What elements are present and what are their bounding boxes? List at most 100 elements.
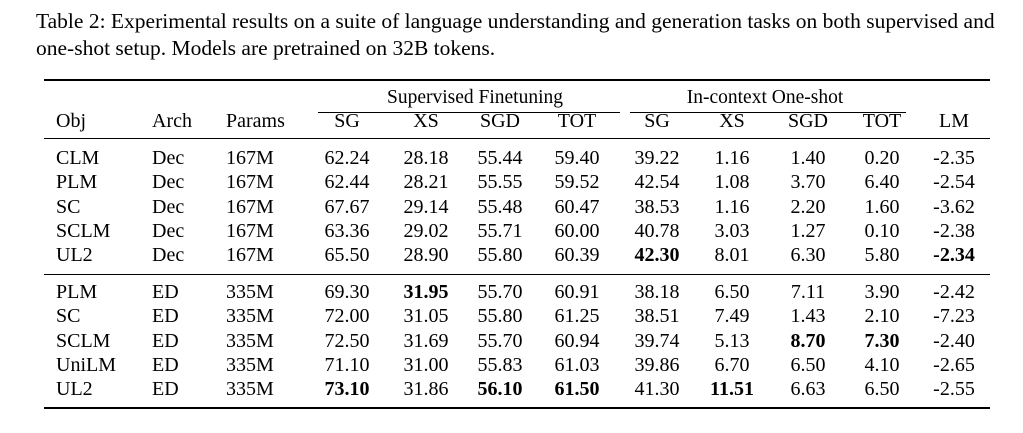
table-cell: 65.50 — [324, 244, 370, 267]
table-cell: 55.44 — [477, 147, 523, 169]
table-cell: 167M — [226, 171, 274, 194]
table-cell: 60.47 — [554, 195, 600, 218]
table-cell: 38.51 — [634, 305, 680, 328]
table-cell: 55.48 — [477, 195, 523, 218]
table-cell: 72.50 — [324, 329, 370, 352]
table-cell: UniLM — [56, 353, 116, 376]
table-cell: 62.24 — [324, 147, 370, 169]
table-cell: 59.40 — [554, 147, 600, 169]
table-cell: 28.90 — [403, 244, 449, 267]
column-header: XS — [719, 110, 745, 132]
table-cell: ED — [152, 305, 179, 328]
table-cell: 31.69 — [403, 329, 449, 352]
table-cell: 72.00 — [324, 305, 370, 328]
table-cell: 63.36 — [324, 219, 370, 242]
table-cell: 39.74 — [634, 329, 680, 352]
table-cell: 31.05 — [403, 305, 449, 328]
bottom-rule — [44, 407, 990, 409]
table-cell: 5.80 — [864, 244, 900, 267]
table-cell: ED — [152, 378, 179, 401]
table-cell: 69.30 — [324, 281, 370, 303]
column-header: SG — [644, 110, 670, 132]
table-cell: 167M — [226, 147, 274, 169]
table-cell: 61.25 — [554, 305, 600, 328]
table-cell: SCLM — [56, 219, 111, 242]
table-cell: 8.01 — [714, 244, 750, 267]
table-cell: 6.50 — [714, 281, 750, 303]
table-cell: 167M — [226, 244, 274, 267]
table-cell: 60.39 — [554, 244, 600, 267]
table-cell: 8.70 — [790, 329, 826, 352]
table-cell: 67.67 — [324, 195, 370, 218]
table-cell: 60.00 — [554, 219, 600, 242]
header-rule — [44, 138, 990, 139]
group-header-supervised: Supervised Finetuning — [386, 87, 564, 108]
column-header: Arch — [152, 110, 192, 132]
table-cell: Dec — [152, 147, 185, 169]
table-cell: 11.51 — [710, 378, 754, 401]
table-cell: 55.55 — [477, 171, 523, 194]
table-cell: 167M — [226, 219, 274, 242]
table-cell: -7.23 — [933, 305, 975, 328]
table-cell: SC — [56, 195, 81, 218]
table-cell: 335M — [226, 353, 274, 376]
table-cell: 62.44 — [324, 171, 370, 194]
table-cell: 42.30 — [634, 244, 680, 267]
table-cell: 71.10 — [324, 353, 370, 376]
column-header: XS — [413, 110, 439, 132]
table-cell: ED — [152, 329, 179, 352]
table-cell: ED — [152, 353, 179, 376]
table-cell: 60.94 — [554, 329, 600, 352]
table-cell: 3.03 — [714, 219, 750, 242]
column-header: LM — [939, 110, 969, 132]
column-header: Obj — [56, 110, 86, 132]
table-cell: 4.10 — [864, 353, 900, 376]
table-cell: 1.16 — [714, 147, 750, 169]
table-cell: 29.14 — [403, 195, 449, 218]
table-cell: 5.13 — [714, 329, 750, 352]
table-cell: 6.70 — [714, 353, 750, 376]
table-cell: 3.90 — [864, 281, 900, 303]
table-cell: 55.83 — [477, 353, 523, 376]
table-cell: 335M — [226, 378, 274, 401]
column-header: SG — [334, 110, 360, 132]
table-cell: -2.55 — [933, 378, 975, 401]
table-cell: 6.40 — [864, 171, 900, 194]
table-cell: 73.10 — [324, 378, 370, 401]
column-header: TOT — [862, 110, 902, 132]
group-underline-supervised — [318, 112, 620, 113]
table-caption: Table 2: Experimental results on a suite… — [36, 9, 995, 60]
column-header: TOT — [557, 110, 597, 132]
table-cell: 28.18 — [403, 147, 449, 169]
group-header-oneshot: In-context One-shot — [686, 87, 844, 108]
table-cell: CLM — [56, 147, 100, 169]
table-cell: ED — [152, 281, 179, 303]
table-cell: 7.30 — [864, 329, 900, 352]
table-cell: 6.63 — [790, 378, 826, 401]
table-cell: 56.10 — [477, 378, 523, 401]
table-cell: 55.70 — [477, 329, 523, 352]
table-cell: 6.50 — [790, 353, 826, 376]
table-cell: 31.00 — [403, 353, 449, 376]
table-cell: 39.86 — [634, 353, 680, 376]
table-cell: SCLM — [56, 329, 111, 352]
table-cell: 3.70 — [790, 171, 826, 194]
table-cell: 1.27 — [790, 219, 826, 242]
table-cell: 1.16 — [714, 195, 750, 218]
top-rule — [44, 79, 990, 81]
table-cell: PLM — [56, 281, 98, 303]
table-cell: -2.40 — [933, 329, 975, 352]
table-cell: 59.52 — [554, 171, 600, 194]
table-cell: 1.40 — [790, 147, 826, 169]
table-cell: 40.78 — [634, 219, 680, 242]
table-cell: SC — [56, 305, 81, 328]
table-cell: 55.70 — [477, 281, 523, 303]
table-cell: -3.62 — [933, 195, 975, 218]
table-cell: 28.21 — [403, 171, 449, 194]
column-header: SGD — [479, 110, 521, 132]
table-cell: -2.42 — [933, 281, 975, 303]
column-header: Params — [226, 110, 285, 132]
table-cell: 55.80 — [477, 305, 523, 328]
table-cell: Dec — [152, 171, 185, 194]
table-cell: 31.95 — [403, 281, 449, 303]
